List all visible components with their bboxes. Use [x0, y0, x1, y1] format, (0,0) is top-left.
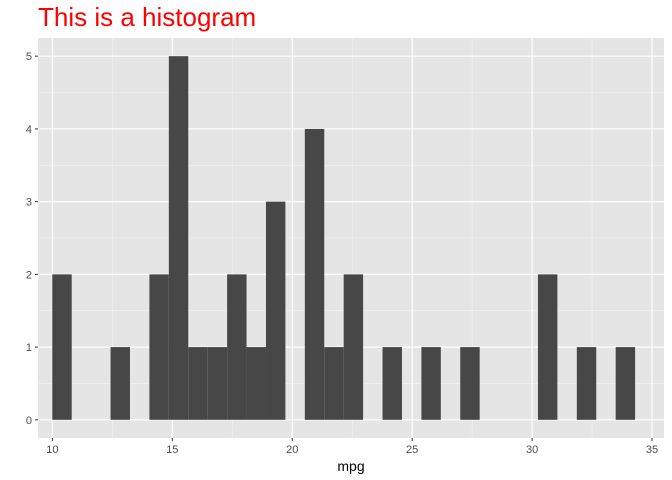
histogram-bar	[52, 274, 72, 420]
y-tick-label: 0	[26, 415, 32, 427]
y-tick-label: 1	[26, 342, 32, 354]
chart-title: This is a histogram	[38, 2, 257, 32]
y-tick-label: 3	[26, 197, 32, 209]
histogram-bar	[324, 347, 344, 420]
histogram-bar	[168, 56, 189, 420]
histogram-bar	[615, 347, 636, 420]
x-tick-label: 35	[646, 444, 658, 456]
histogram-bar	[343, 274, 364, 420]
histogram-bar	[207, 347, 228, 420]
y-tick-label: 5	[26, 51, 32, 63]
histogram-bar	[246, 347, 266, 420]
x-tick-label: 30	[526, 444, 538, 456]
bars	[52, 56, 636, 420]
y-axis: 0 1 2 3 4 5	[26, 51, 38, 427]
y-tick-label: 4	[26, 124, 32, 136]
histogram-bar	[421, 347, 441, 420]
histogram-bar	[304, 128, 325, 420]
y-tick-label: 2	[26, 269, 32, 281]
x-axis-title: mpg	[337, 458, 364, 474]
histogram-bar	[188, 347, 208, 420]
histogram-bar	[537, 274, 558, 420]
histogram-bar	[460, 347, 480, 420]
histogram-bar	[265, 201, 286, 420]
x-tick-label: 15	[166, 444, 178, 456]
x-tick-label: 10	[46, 444, 58, 456]
histogram-bar	[227, 274, 247, 420]
histogram-bar	[149, 274, 169, 420]
x-tick-label: 20	[286, 444, 298, 456]
histogram-bar	[382, 347, 402, 420]
histogram-bar	[110, 347, 130, 420]
x-axis: 10 15 20 25 30 35	[46, 438, 658, 456]
histogram-bar	[576, 347, 597, 420]
x-tick-label: 25	[406, 444, 418, 456]
